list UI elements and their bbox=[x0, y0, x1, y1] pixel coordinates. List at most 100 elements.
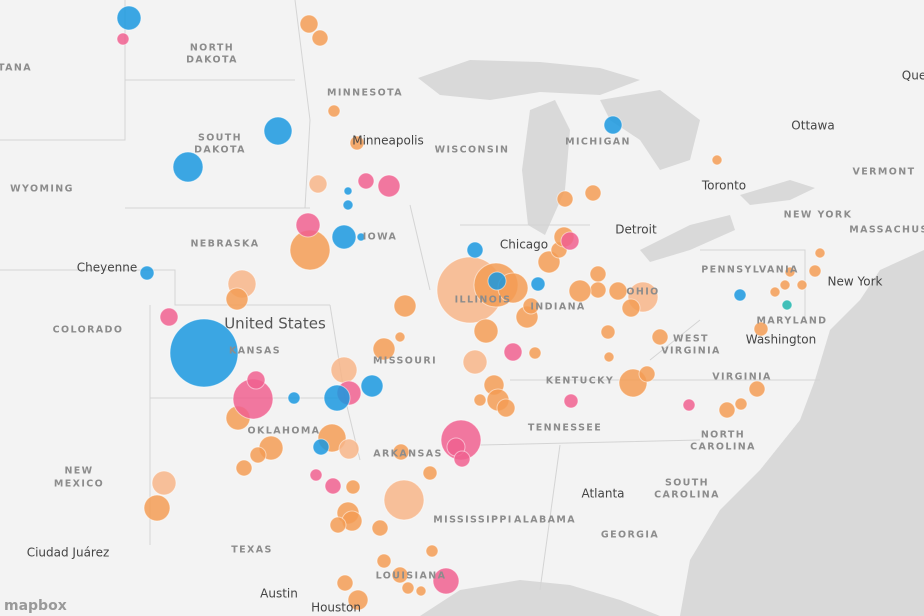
city-label: Ottawa bbox=[791, 119, 834, 133]
state-label: ARKANSAS bbox=[373, 449, 443, 460]
bubble bbox=[584, 184, 602, 202]
bubble bbox=[608, 281, 628, 301]
bubble bbox=[357, 172, 375, 190]
bubble bbox=[343, 186, 353, 196]
state-label: MISSISSIPPI bbox=[433, 515, 512, 526]
bubble bbox=[589, 281, 607, 299]
bubbles bbox=[116, 5, 826, 611]
bubble bbox=[415, 585, 427, 597]
state-label: DAKOTA bbox=[186, 55, 238, 66]
bubble bbox=[432, 567, 460, 595]
state-label: NEW YORK bbox=[784, 210, 853, 221]
state-label: ALABAMA bbox=[514, 515, 576, 526]
bubble bbox=[682, 398, 696, 412]
state-label: VIRGINIA bbox=[661, 346, 721, 357]
bubble bbox=[530, 276, 546, 292]
state-label: NORTH bbox=[190, 43, 234, 54]
bubble bbox=[143, 494, 171, 522]
bubble bbox=[473, 393, 487, 407]
bubble bbox=[345, 479, 361, 495]
bubble bbox=[356, 232, 366, 242]
city-label: Austin bbox=[260, 587, 298, 601]
state-label: WYOMING bbox=[10, 184, 74, 195]
bubble bbox=[748, 380, 766, 398]
bubble bbox=[796, 279, 808, 291]
bubble bbox=[733, 288, 747, 302]
bubble bbox=[371, 519, 389, 537]
bubble bbox=[621, 298, 641, 318]
bubble bbox=[323, 384, 351, 412]
bubble bbox=[299, 14, 319, 34]
bubble bbox=[503, 342, 523, 362]
bubble bbox=[394, 331, 406, 343]
state-label: OKLAHOMA bbox=[248, 426, 321, 437]
state-label: LOUISIANA bbox=[376, 571, 447, 582]
bubble bbox=[603, 115, 623, 135]
labels: TANANORTHDAKOTASOUTHDAKOTAWYOMINGNEBRASK… bbox=[0, 43, 924, 615]
bubble bbox=[116, 5, 142, 31]
state-label: ILLINOIS bbox=[455, 295, 512, 306]
city-label: Que bbox=[902, 69, 924, 83]
bubble bbox=[360, 374, 384, 398]
bubble bbox=[734, 397, 748, 411]
bubble bbox=[309, 468, 323, 482]
bubble bbox=[372, 337, 396, 361]
city-label: Ciudad Juárez bbox=[27, 546, 110, 560]
bubble bbox=[151, 470, 177, 496]
bubble bbox=[324, 477, 342, 495]
bubble bbox=[568, 279, 592, 303]
bubble bbox=[528, 346, 542, 360]
country-label: United States bbox=[224, 315, 326, 333]
state-label: TENNESSEE bbox=[528, 423, 602, 434]
bubble bbox=[466, 241, 484, 259]
state-label: NEBRASKA bbox=[190, 239, 259, 250]
bubble bbox=[560, 231, 580, 251]
bubble bbox=[392, 443, 410, 461]
bubble bbox=[784, 266, 796, 278]
bubble bbox=[376, 553, 392, 569]
bubble bbox=[263, 116, 293, 146]
bubble bbox=[327, 104, 341, 118]
state-label: TEXAS bbox=[231, 545, 273, 556]
bubble bbox=[496, 398, 516, 418]
bubble bbox=[401, 581, 415, 595]
bubble bbox=[422, 465, 438, 481]
state-label: GEORGIA bbox=[601, 530, 659, 541]
lake-superior bbox=[418, 60, 640, 100]
bubble bbox=[342, 199, 354, 211]
bubble bbox=[311, 29, 329, 47]
bubble bbox=[711, 154, 723, 166]
bubble bbox=[331, 224, 357, 250]
city-label: New York bbox=[828, 275, 883, 289]
bubble bbox=[383, 479, 425, 521]
state-label: DAKOTA bbox=[194, 145, 246, 156]
bubble bbox=[600, 324, 616, 340]
water bbox=[418, 60, 924, 616]
state-label: MISSOURI bbox=[373, 356, 437, 367]
state-label: WEST bbox=[673, 334, 709, 345]
bubble bbox=[329, 516, 347, 534]
state-label: NEW bbox=[64, 466, 93, 477]
lake-erie bbox=[640, 215, 735, 262]
state-label: MICHIGAN bbox=[565, 137, 631, 148]
state-label: KENTUCKY bbox=[546, 376, 614, 387]
bubble bbox=[769, 286, 781, 298]
bubble bbox=[349, 135, 365, 151]
bubble bbox=[249, 446, 267, 464]
bubble bbox=[169, 318, 239, 388]
attribution-logo: mapbox bbox=[4, 598, 67, 614]
state-label: CAROLINA bbox=[690, 442, 756, 453]
lake-ontario bbox=[740, 180, 815, 205]
bubble bbox=[330, 356, 358, 384]
ocean bbox=[680, 250, 924, 616]
bubble bbox=[651, 328, 669, 346]
state-label: NORTH bbox=[701, 430, 745, 441]
bubble bbox=[172, 151, 204, 183]
state-label: COLORADO bbox=[53, 325, 124, 336]
state-label: CAROLINA bbox=[654, 490, 720, 501]
city-label: Atlanta bbox=[581, 487, 624, 501]
bubble bbox=[563, 393, 579, 409]
state-label: KANSAS bbox=[229, 346, 281, 357]
bubble bbox=[638, 365, 656, 383]
gulf bbox=[420, 580, 660, 616]
